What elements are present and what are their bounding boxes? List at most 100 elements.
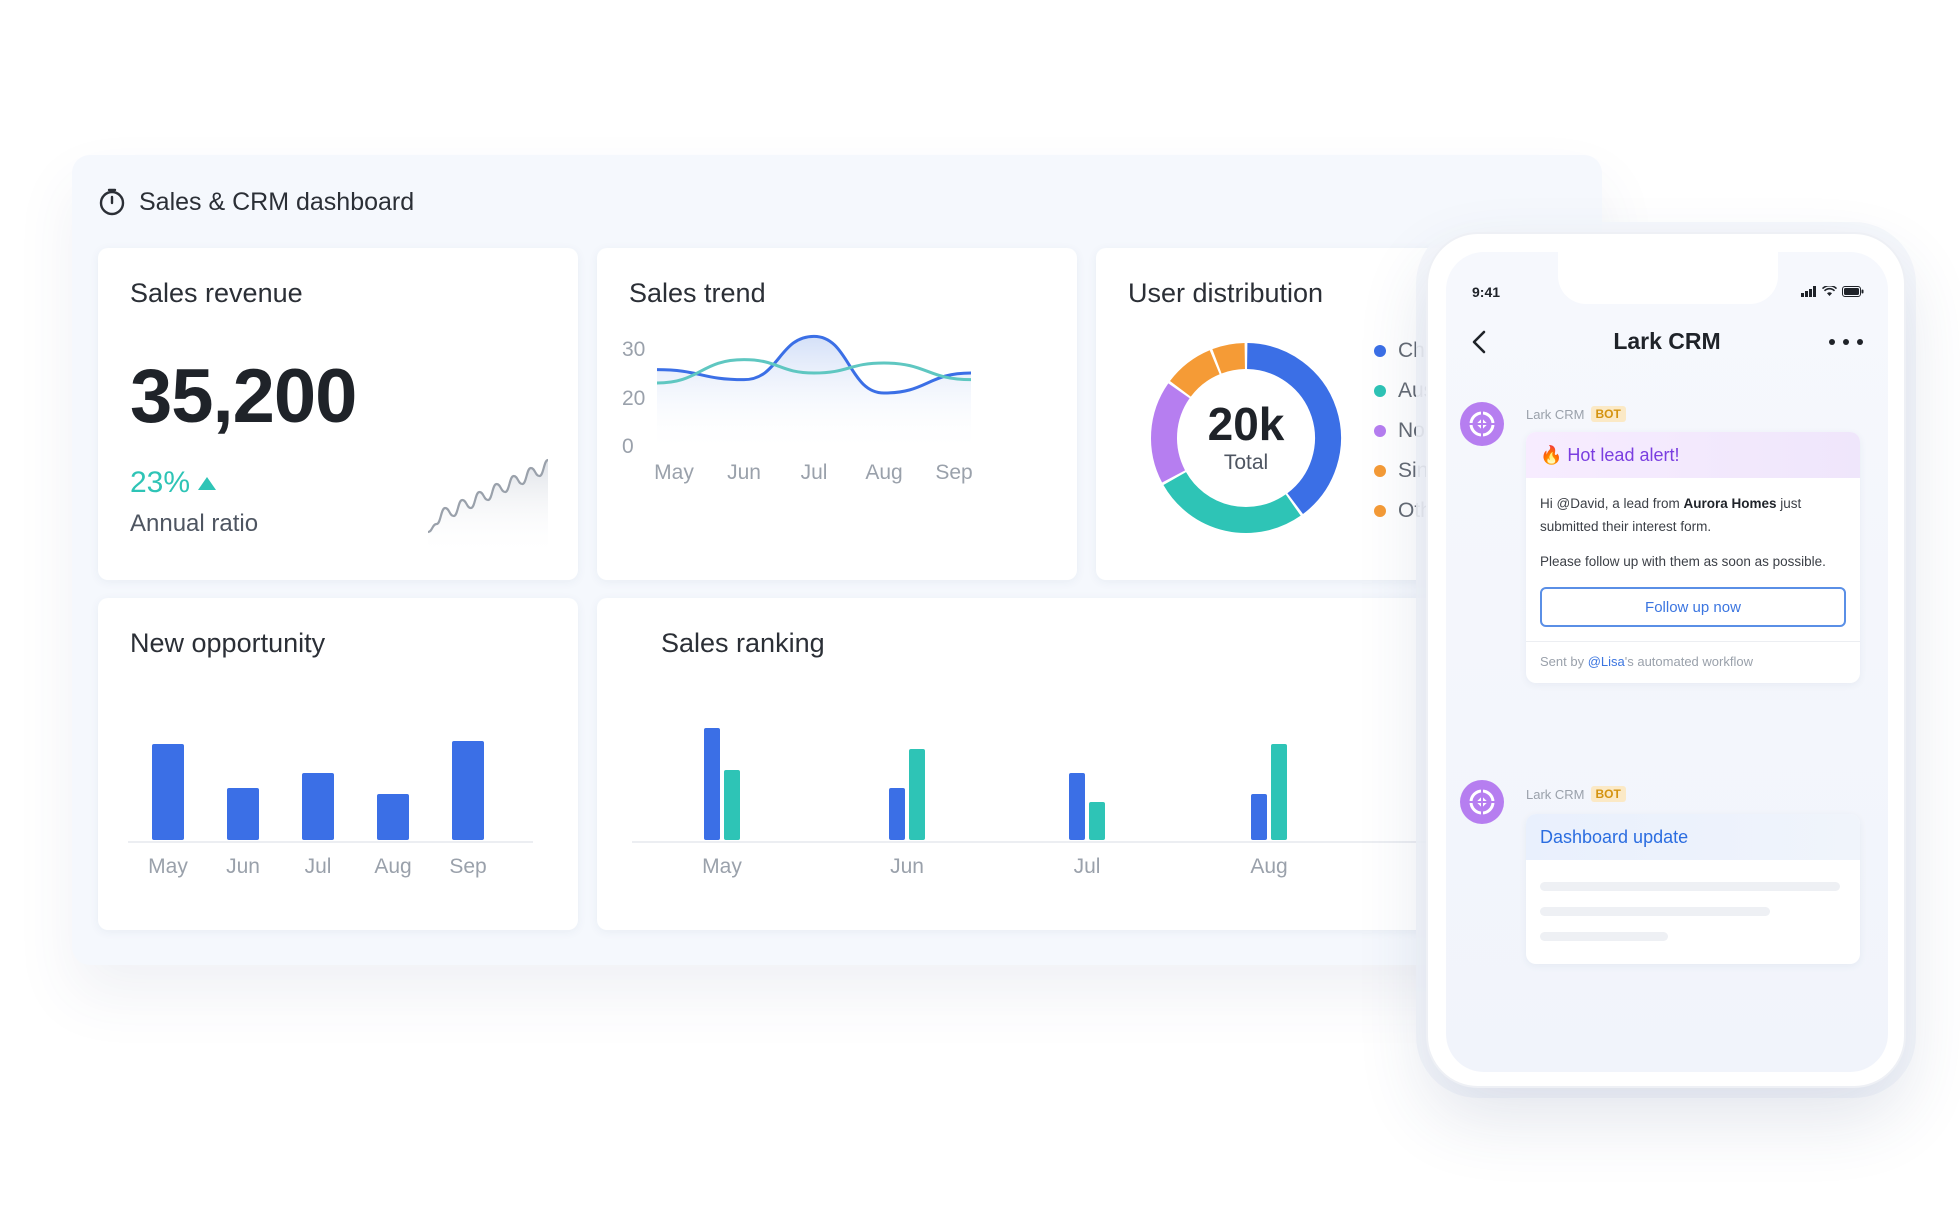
sales-trend-card[interactable]: Sales trend 30 20 0 May Jun Jul Aug Sep bbox=[597, 248, 1077, 580]
donut-total-value: 20k bbox=[1207, 398, 1285, 450]
sales-trend-chart: 30 20 0 May Jun Jul Aug Sep bbox=[622, 334, 973, 484]
bot-badge: BOT bbox=[1590, 406, 1626, 422]
bar bbox=[1271, 744, 1287, 840]
bar bbox=[302, 773, 334, 840]
series-area bbox=[657, 336, 971, 453]
annual-ratio-value: 23% bbox=[130, 466, 217, 500]
legend-dot bbox=[1374, 425, 1386, 437]
legend-item[interactable]: Sin bbox=[1374, 451, 1434, 491]
workflow-footer: Sent by @Lisa's automated workflow bbox=[1526, 641, 1860, 683]
donut-slice bbox=[1151, 383, 1190, 483]
revenue-sparkline bbox=[427, 458, 549, 556]
donut-slice bbox=[1163, 471, 1301, 533]
x-tick-label: Jul bbox=[1074, 855, 1101, 878]
spacer bbox=[1526, 860, 1860, 882]
series-line bbox=[656, 334, 972, 395]
phone-screen: 9:41 Lark bbox=[1446, 252, 1888, 1072]
bot-avatar[interactable] bbox=[1460, 780, 1504, 824]
dashboard-panel: Sales & CRM dashboard Sales revenue 35,2… bbox=[72, 155, 1602, 965]
x-tick-label: May bbox=[702, 855, 742, 878]
phone-nav-bar: Lark CRM bbox=[1446, 312, 1888, 372]
bot-meta: Lark CRM BOT bbox=[1526, 786, 1626, 802]
lark-logo-icon bbox=[1469, 411, 1495, 437]
more-options-icon[interactable] bbox=[1826, 332, 1866, 352]
bar bbox=[724, 770, 740, 840]
donut-slice bbox=[1246, 343, 1341, 515]
bar bbox=[1089, 802, 1105, 840]
sales-revenue-card[interactable]: Sales revenue 35,200 23% Annual ratio bbox=[98, 248, 578, 580]
sales-ranking-chart: May Jun Jul Aug bbox=[632, 728, 1576, 878]
x-tick-label: May bbox=[654, 461, 694, 484]
bot-avatar[interactable] bbox=[1460, 402, 1504, 446]
skeleton-line bbox=[1540, 882, 1840, 891]
footer-suffix: 's automated workflow bbox=[1624, 654, 1753, 669]
trend-up-icon bbox=[198, 476, 217, 490]
skeleton-line bbox=[1540, 932, 1668, 941]
bar bbox=[377, 794, 409, 840]
dashboard-title: Sales & CRM dashboard bbox=[139, 187, 415, 216]
phone-title: Lark CRM bbox=[1613, 328, 1721, 354]
bar bbox=[1251, 794, 1267, 840]
dashboard-update-title: Dashboard update bbox=[1526, 814, 1860, 860]
legend-dot bbox=[1374, 345, 1386, 357]
x-tick-label: Jul bbox=[801, 461, 828, 484]
new-opportunity-card[interactable]: New opportunity May Jun Jul Aug Sep bbox=[98, 598, 578, 930]
annual-ratio-label: Annual ratio bbox=[130, 510, 259, 537]
phone-mockup: 9:41 Lark bbox=[1426, 232, 1906, 1088]
legend-item[interactable]: Oth bbox=[1374, 491, 1434, 531]
sales-ranking-card[interactable]: Sales ranking May Jun Jul Aug bbox=[597, 598, 1576, 930]
bar bbox=[452, 741, 484, 840]
x-tick-label: Aug bbox=[374, 855, 411, 878]
bar bbox=[1069, 773, 1085, 840]
donut-total-label: Total bbox=[1223, 451, 1269, 474]
alert-text-part: Hi @David, a lead from bbox=[1540, 496, 1684, 511]
status-icons bbox=[1801, 286, 1864, 297]
alert-company: Aurora Homes bbox=[1683, 496, 1777, 511]
y-tick-label: 30 bbox=[622, 338, 645, 361]
phone-notch bbox=[1558, 252, 1778, 304]
sales-trend-title: Sales trend bbox=[629, 278, 766, 308]
legend-item[interactable]: Nor bbox=[1374, 411, 1434, 451]
legend-label: Oth bbox=[1398, 499, 1432, 522]
skeleton-line bbox=[1540, 907, 1770, 916]
bar bbox=[704, 728, 720, 840]
legend-label: Sin bbox=[1398, 459, 1429, 482]
legend-item[interactable]: Chi bbox=[1374, 331, 1434, 371]
donut-center: 20k Total bbox=[1146, 338, 1346, 538]
y-tick-label: 0 bbox=[622, 435, 634, 458]
legend-dot bbox=[1374, 505, 1386, 517]
bot-badge: BOT bbox=[1590, 786, 1626, 802]
donut-chart bbox=[1151, 343, 1341, 533]
bar bbox=[152, 744, 184, 840]
hot-lead-alert-title: 🔥 Hot lead alert! bbox=[1526, 432, 1860, 478]
sparkline-line bbox=[427, 458, 549, 534]
bar bbox=[909, 749, 925, 840]
legend-label: Aus bbox=[1398, 379, 1435, 402]
new-opportunity-title: New opportunity bbox=[130, 628, 326, 658]
back-chevron-icon[interactable] bbox=[1468, 326, 1492, 358]
user-distribution-donut: 20k Total bbox=[1146, 338, 1346, 538]
sales-revenue-value: 35,200 bbox=[130, 354, 357, 439]
mention-link[interactable]: @Lisa bbox=[1587, 654, 1625, 669]
legend-dot bbox=[1374, 385, 1386, 397]
legend-dot bbox=[1374, 465, 1386, 477]
sales-revenue-title: Sales revenue bbox=[130, 278, 303, 308]
bot-meta: Lark CRM BOT bbox=[1526, 406, 1626, 422]
footer-prefix: Sent by bbox=[1540, 654, 1588, 669]
follow-up-button[interactable]: Follow up now bbox=[1540, 587, 1846, 627]
dashboard-header: Sales & CRM dashboard bbox=[97, 187, 414, 217]
donut-slice bbox=[1212, 343, 1246, 374]
y-tick-label: 20 bbox=[622, 387, 645, 410]
timer-icon bbox=[99, 188, 125, 216]
donut-slice bbox=[1169, 350, 1221, 398]
x-tick-label: Jun bbox=[727, 461, 761, 484]
hot-lead-alert-body: Hi @David, a lead from Aurora Homes just… bbox=[1526, 478, 1860, 627]
dashboard-update-card[interactable]: Dashboard update bbox=[1526, 814, 1860, 964]
legend-label: Chi bbox=[1398, 339, 1430, 362]
bot-name: Lark CRM bbox=[1526, 406, 1585, 422]
annual-ratio-number: 23% bbox=[130, 466, 191, 499]
x-tick-label: Aug bbox=[865, 461, 902, 484]
x-tick-label: Jul bbox=[305, 855, 332, 878]
legend-item[interactable]: Aus bbox=[1374, 371, 1434, 411]
